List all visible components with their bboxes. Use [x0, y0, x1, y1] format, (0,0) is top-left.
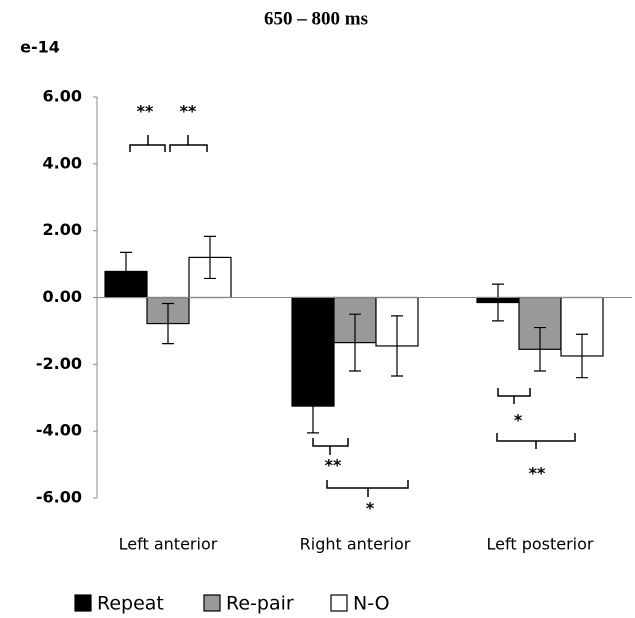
x-tick-label: Left anterior — [119, 535, 218, 554]
y-axis-label: e-14 — [20, 38, 60, 57]
significance-label: ** — [529, 464, 546, 483]
error-bar — [162, 302, 174, 345]
significance-label: ** — [180, 102, 197, 121]
significance-bracket — [497, 388, 531, 404]
y-tick-label: -2.00 — [36, 354, 82, 373]
significance-bracket — [129, 135, 166, 152]
legend-swatch — [330, 594, 348, 612]
x-tick-label: Right anterior — [300, 535, 411, 554]
error-bar — [204, 235, 216, 280]
legend-label: Repeat — [97, 593, 164, 615]
chart-title: 650 – 800 ms — [264, 8, 368, 29]
significance-label: * — [366, 499, 375, 518]
significance-bracket — [312, 438, 349, 455]
legend-label: N-O — [353, 593, 390, 615]
significance-label: ** — [325, 456, 342, 475]
significance-bracket — [169, 135, 208, 152]
error-bar — [391, 315, 403, 377]
y-tick-label: 6.00 — [43, 87, 82, 106]
error-bar — [349, 313, 361, 372]
y-tick-label: 4.00 — [43, 153, 82, 172]
error-bar — [307, 378, 319, 434]
significance-label: ** — [137, 102, 154, 121]
legend-swatch — [74, 594, 92, 612]
y-tick-label: 0.00 — [43, 287, 82, 306]
significance-bracket — [496, 433, 576, 449]
significance-label: * — [514, 411, 523, 430]
error-bar — [492, 283, 504, 322]
error-bar — [576, 333, 588, 379]
y-tick-label: 2.00 — [43, 220, 82, 239]
legend-label: Re-pair — [226, 593, 294, 615]
x-tick-label: Left posterior — [487, 535, 594, 554]
error-bar — [120, 251, 132, 292]
legend-swatch — [203, 594, 221, 612]
error-bar — [534, 326, 546, 372]
y-tick-label: -4.00 — [36, 421, 82, 440]
significance-bracket — [326, 480, 409, 497]
y-tick-label: -6.00 — [36, 488, 82, 507]
